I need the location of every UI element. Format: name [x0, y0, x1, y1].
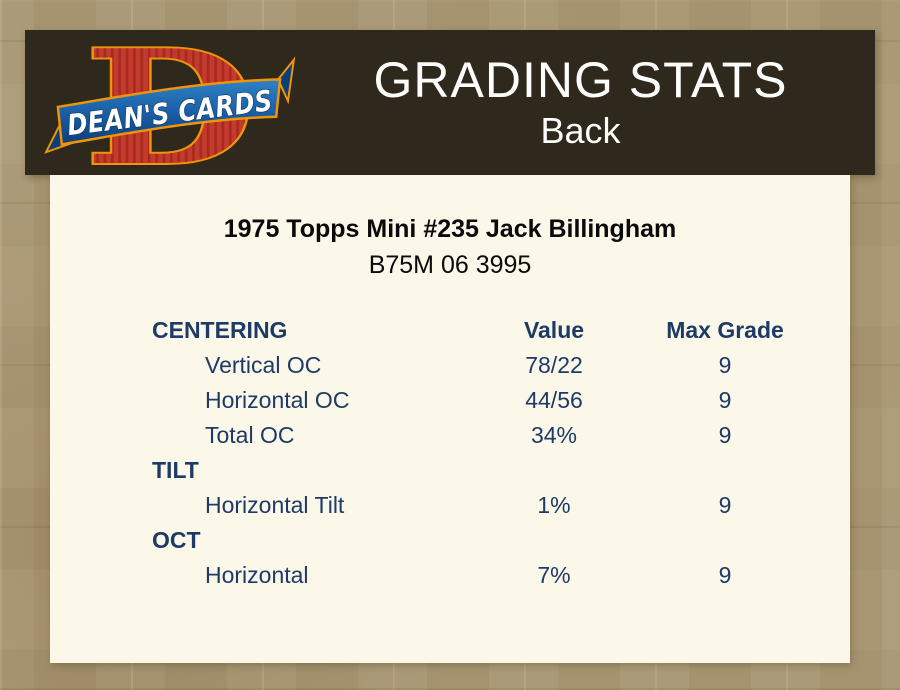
card-title: 1975 Topps Mini #235 Jack Billingham: [223, 215, 677, 243]
column-header-centering: CENTERING: [152, 317, 288, 343]
row-value: 78/22: [525, 352, 583, 378]
table-section-row: TILT: [152, 453, 850, 488]
deans-cards-logo-graphic: D DEAN'S CARDS: [44, 13, 296, 202]
section-label: TILT: [152, 457, 199, 483]
row-label: Horizontal: [205, 562, 309, 588]
row-label: Horizontal Tilt: [205, 492, 345, 518]
table-row: Total OC 34% 9: [152, 418, 850, 453]
page-title: GRADING STATS: [373, 51, 788, 108]
content-panel: 1975 Topps Mini #235 Jack Billingham B75…: [50, 175, 850, 663]
row-max-grade: 9: [718, 562, 732, 588]
row-label: Total OC: [205, 422, 295, 448]
table-row: Horizontal Tilt 1% 9: [152, 488, 850, 523]
deans-cards-logo[interactable]: D DEAN'S CARDS: [44, 13, 296, 202]
header-band: D DEAN'S CARDS GRADING STATS Back: [25, 13, 875, 202]
row-max-grade: 9: [718, 387, 732, 413]
row-value: 44/56: [525, 387, 583, 413]
header-titles: GRADING STATS Back: [286, 51, 875, 155]
table-header-row: CENTERING Value Max Grade: [152, 313, 850, 348]
row-max-grade: 9: [718, 422, 732, 448]
row-max-grade: 9: [718, 492, 732, 518]
page-subtitle: Back: [540, 109, 621, 151]
row-value: 1%: [537, 492, 571, 518]
row-max-grade: 9: [718, 352, 732, 378]
row-label: Horizontal OC: [205, 387, 350, 413]
grading-stats-table: CENTERING Value Max Grade Vertical OC 78…: [152, 313, 850, 593]
table-row: Horizontal 7% 9: [152, 558, 850, 593]
row-value: 7%: [537, 562, 571, 588]
table-section-row: OCT: [152, 523, 850, 558]
section-label: OCT: [152, 527, 201, 553]
row-label: Vertical OC: [205, 352, 322, 378]
table-row: Horizontal OC 44/56 9: [152, 383, 850, 418]
column-header-max-grade: Max Grade: [666, 317, 784, 343]
table-row: Vertical OC 78/22 9: [152, 348, 850, 383]
row-value: 34%: [530, 422, 578, 448]
column-header-value: Value: [523, 317, 585, 343]
card-code: B75M 06 3995: [368, 251, 532, 279]
